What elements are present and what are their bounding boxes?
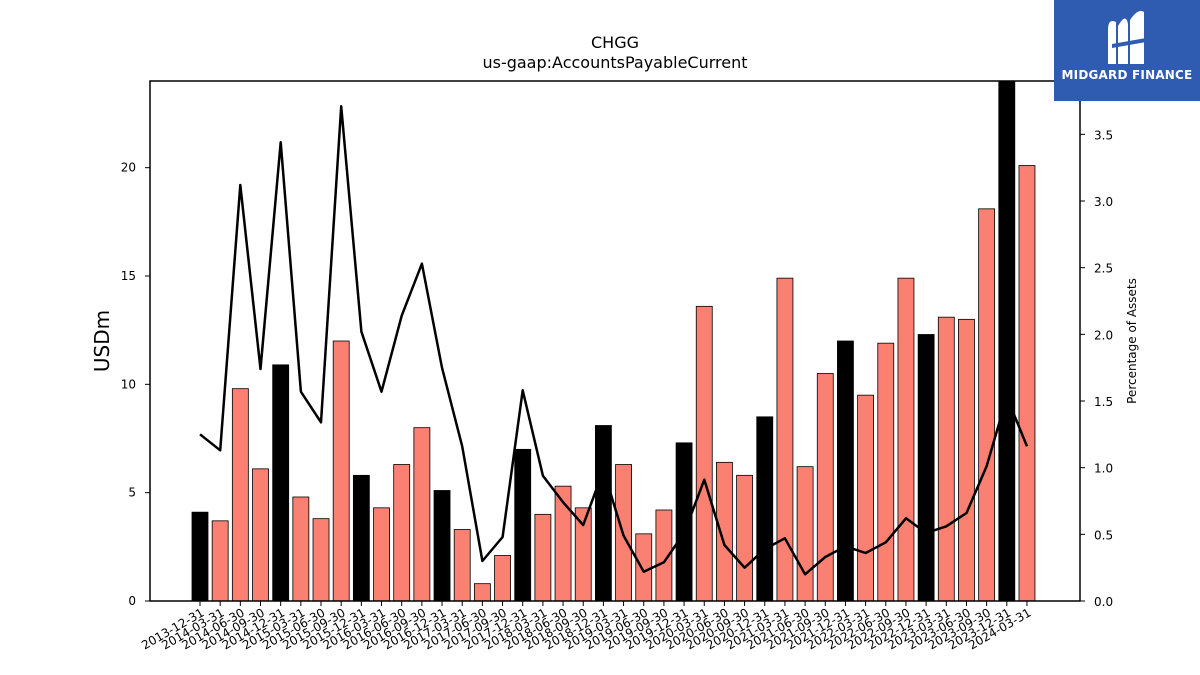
y-axis-left: 0 5 10 15 20 (121, 161, 150, 608)
bar (393, 464, 411, 602)
bar (1018, 165, 1036, 602)
y-tick-label: 0 (128, 594, 136, 608)
y2-axis-label: Percentage of Assets (1125, 278, 1139, 404)
bar-series (191, 80, 1036, 602)
y-tick-label: 5 (128, 486, 136, 500)
bar (272, 364, 290, 602)
bar (494, 555, 511, 602)
brand-name: MIDGARD FINANCE (1061, 68, 1193, 82)
bar (816, 373, 834, 602)
plot-frame (149, 80, 1081, 602)
bar (312, 518, 330, 602)
bar (534, 513, 552, 602)
bar (352, 474, 370, 602)
y2-tick-label: 2.0 (1094, 328, 1113, 342)
y2-tick-label: 1.0 (1094, 462, 1113, 476)
bar (716, 461, 733, 602)
y2-tick-label: 3.0 (1094, 195, 1113, 209)
bar (937, 316, 955, 602)
midgard-logo-icon (1108, 11, 1146, 64)
bar (776, 277, 794, 602)
bar (917, 334, 935, 602)
x-axis: 2013-12-312014-03-312014-06-302014-09-30… (139, 601, 1033, 652)
bar (695, 305, 713, 602)
y-tick-label: 10 (121, 377, 136, 391)
brand-logo: MIDGARD FINANCE (1054, 0, 1200, 101)
bar (211, 520, 229, 602)
percentage-line (199, 105, 1029, 576)
bar (252, 468, 269, 602)
bar (453, 529, 471, 602)
y-axis-right: 0.0 0.5 1.0 1.5 2.0 2.5 3.0 3.5 (1080, 128, 1113, 609)
bar (978, 208, 996, 602)
y-tick-label: 15 (121, 269, 136, 283)
bar (231, 388, 249, 602)
bar (958, 318, 975, 602)
chart-title: CHGG (591, 33, 639, 52)
chart-subtitle: us-gaap:AccountsPayableCurrent (482, 53, 747, 72)
y-axis-label: USDm (90, 310, 114, 372)
y2-tick-label: 0.5 (1094, 528, 1113, 542)
bar (413, 427, 431, 602)
bar (635, 533, 653, 602)
bar (756, 416, 774, 602)
bar (595, 425, 612, 602)
bar (675, 442, 693, 602)
bar (796, 466, 814, 602)
bar (473, 583, 491, 602)
bar (514, 448, 532, 602)
bar (373, 507, 390, 602)
y-tick-label: 20 (121, 161, 136, 175)
bar (897, 277, 915, 602)
bar (191, 511, 209, 602)
y2-tick-label: 0.0 (1094, 595, 1113, 609)
y2-tick-label: 3.5 (1094, 128, 1113, 142)
bar (877, 342, 895, 602)
bar (857, 394, 875, 602)
bar (292, 496, 310, 602)
bar (332, 340, 350, 602)
bar (433, 490, 451, 602)
y2-tick-label: 2.5 (1094, 262, 1113, 276)
bar (736, 474, 753, 602)
bar (837, 340, 854, 602)
bar (998, 80, 1016, 602)
y2-tick-label: 1.5 (1094, 395, 1113, 409)
